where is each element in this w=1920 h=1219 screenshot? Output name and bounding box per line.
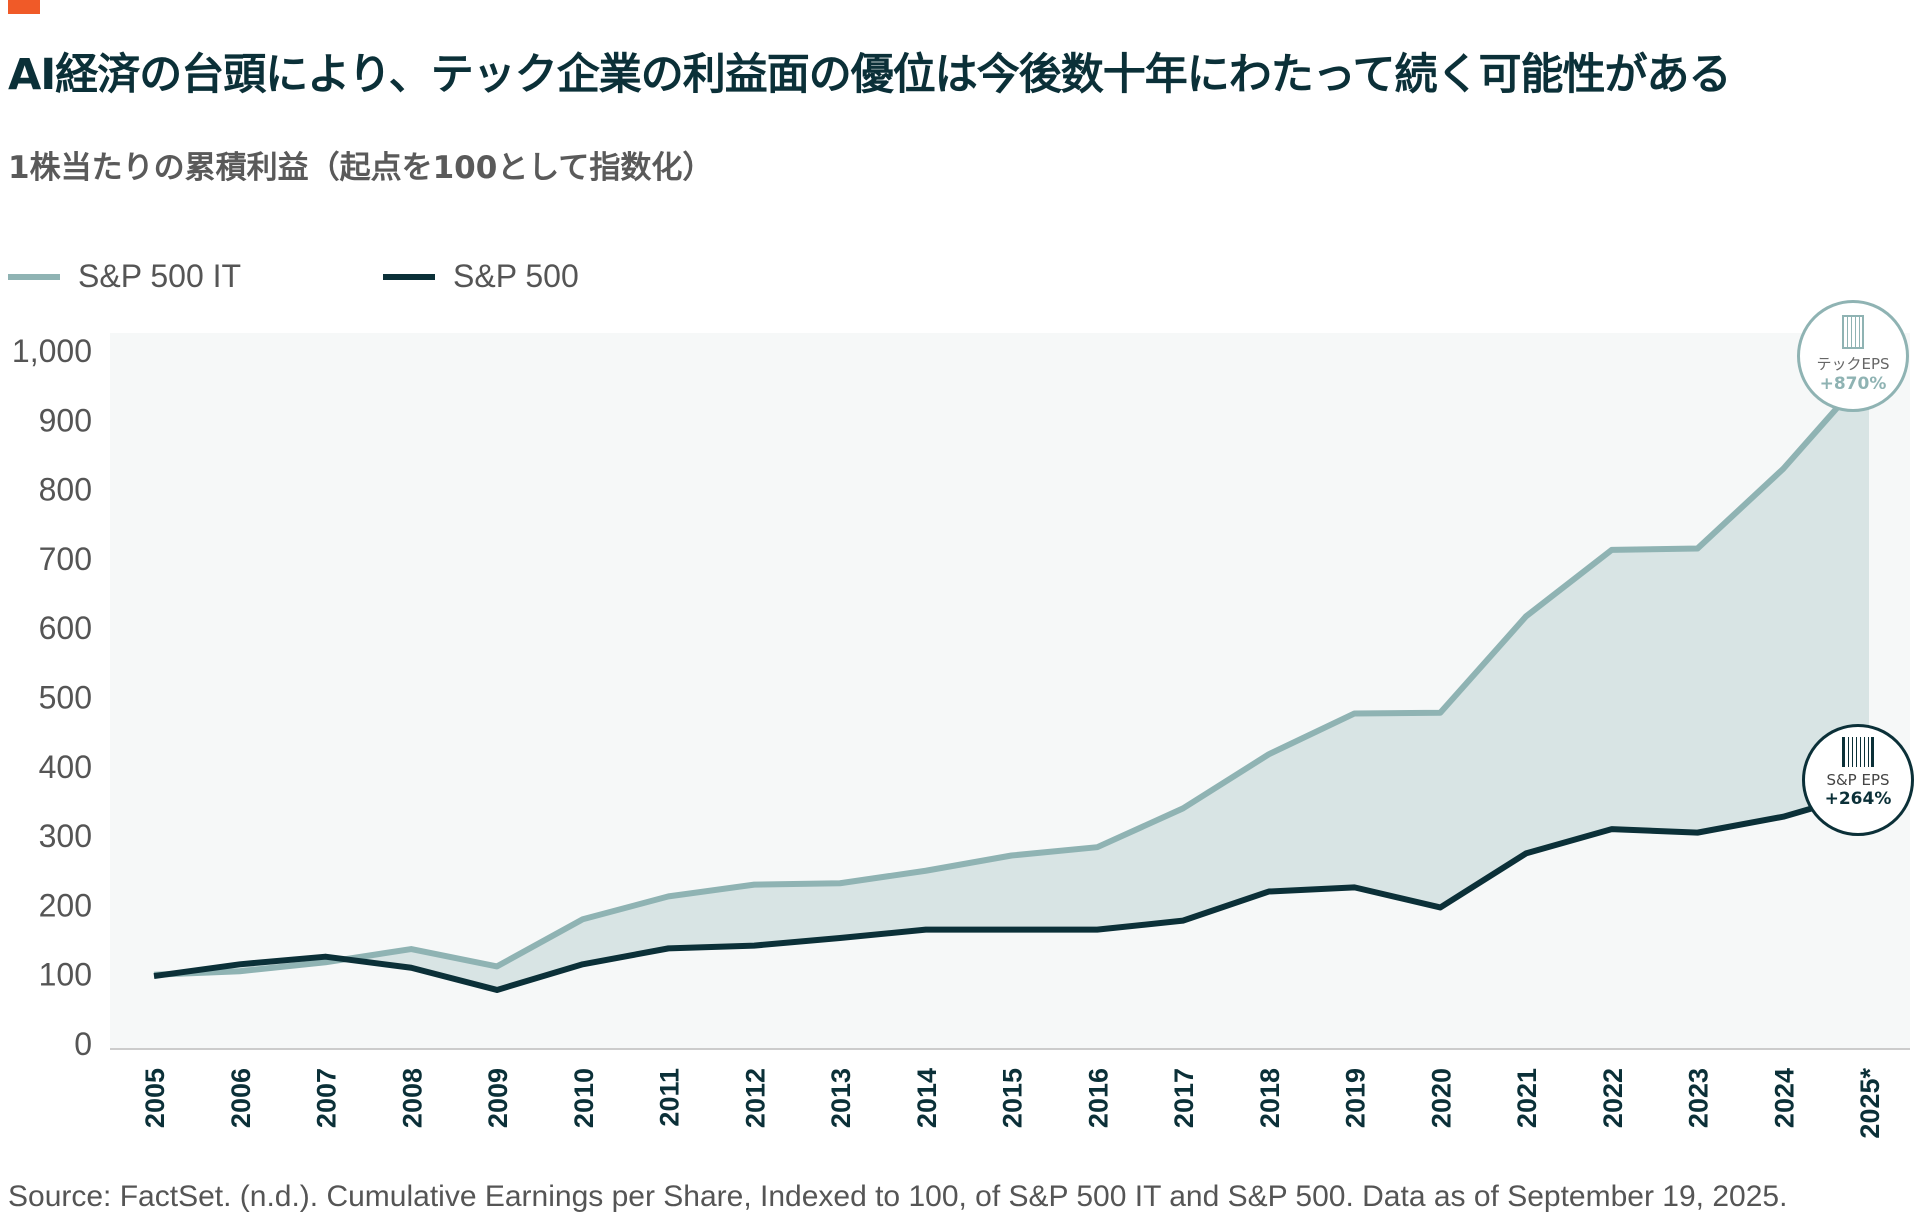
- legend-label-sp: S&P 500: [453, 258, 579, 294]
- y-tick-label: 1,000: [12, 333, 92, 369]
- x-tick-label: 2009: [483, 1068, 513, 1128]
- y-tick-label: 400: [39, 749, 92, 785]
- y-tick-label: 700: [39, 541, 92, 577]
- x-tick-label: 2021: [1512, 1068, 1542, 1128]
- x-tick-label: 2012: [740, 1068, 770, 1128]
- gap-area: [154, 371, 1869, 990]
- legend-swatch-it: [8, 273, 60, 280]
- x-tick-label: 2023: [1684, 1068, 1714, 1128]
- x-tick-label: 2013: [826, 1068, 856, 1128]
- x-tick-label: 2018: [1255, 1068, 1285, 1128]
- accent-bar: [8, 0, 40, 14]
- x-tick-label: 2015: [998, 1068, 1028, 1128]
- y-tick-label: 100: [39, 957, 92, 993]
- x-tick-label: 2011: [655, 1068, 685, 1127]
- annotation-it-label: テックEPS: [1816, 355, 1890, 373]
- y-tick-label: 600: [39, 610, 92, 646]
- x-tick-label: 2024: [1769, 1068, 1799, 1128]
- legend: S&P 500 IT S&P 500: [8, 258, 758, 295]
- chart-title: AI経済の台頭により、テック企業の利益面の優位は今後数十年にわたって続く可能性が…: [8, 50, 1732, 100]
- x-tick-label: 2017: [1169, 1068, 1199, 1128]
- legend-swatch-sp: [383, 273, 435, 280]
- y-tick-label: 200: [39, 887, 92, 923]
- annotation-sp-label: S&P EPS: [1826, 771, 1890, 789]
- legend-item-sp: S&P 500: [383, 258, 758, 295]
- chart-subtitle: 1株当たりの累積利益（起点を100として指数化）: [8, 150, 714, 186]
- x-tick-label: 2025*: [1855, 1068, 1885, 1139]
- annotation-sp-value: +264%: [1824, 789, 1892, 809]
- y-tick-label: 0: [74, 1026, 92, 1062]
- legend-label-it: S&P 500 IT: [78, 258, 242, 294]
- annotation-sp: S&P EPS +264%: [1802, 724, 1914, 836]
- y-tick-label: 800: [39, 472, 92, 508]
- buildings-icon: [1842, 737, 1874, 767]
- x-tick-label: 2014: [912, 1068, 942, 1128]
- y-tick-label: 500: [39, 680, 92, 716]
- x-tick-label: 2016: [1083, 1068, 1113, 1128]
- y-tick-label: 900: [39, 402, 92, 438]
- annotation-it: テックEPS +870%: [1797, 300, 1909, 412]
- x-tick-label: 2005: [140, 1068, 170, 1128]
- x-tick-label: 2006: [226, 1068, 256, 1128]
- tech-building-icon: [1842, 315, 1864, 349]
- annotation-it-value: +870%: [1819, 374, 1887, 394]
- x-tick-label: 2020: [1426, 1068, 1456, 1128]
- legend-item-it: S&P 500 IT: [8, 258, 383, 295]
- x-tick-label: 2008: [397, 1068, 427, 1128]
- x-tick-label: 2007: [312, 1068, 342, 1128]
- source-note: Source: FactSet. (n.d.). Cumulative Earn…: [8, 1180, 1788, 1213]
- x-tick-label: 2022: [1598, 1068, 1628, 1128]
- x-tick-label: 2010: [569, 1068, 599, 1128]
- y-tick-label: 300: [39, 818, 92, 854]
- x-tick-label: 2019: [1341, 1068, 1371, 1128]
